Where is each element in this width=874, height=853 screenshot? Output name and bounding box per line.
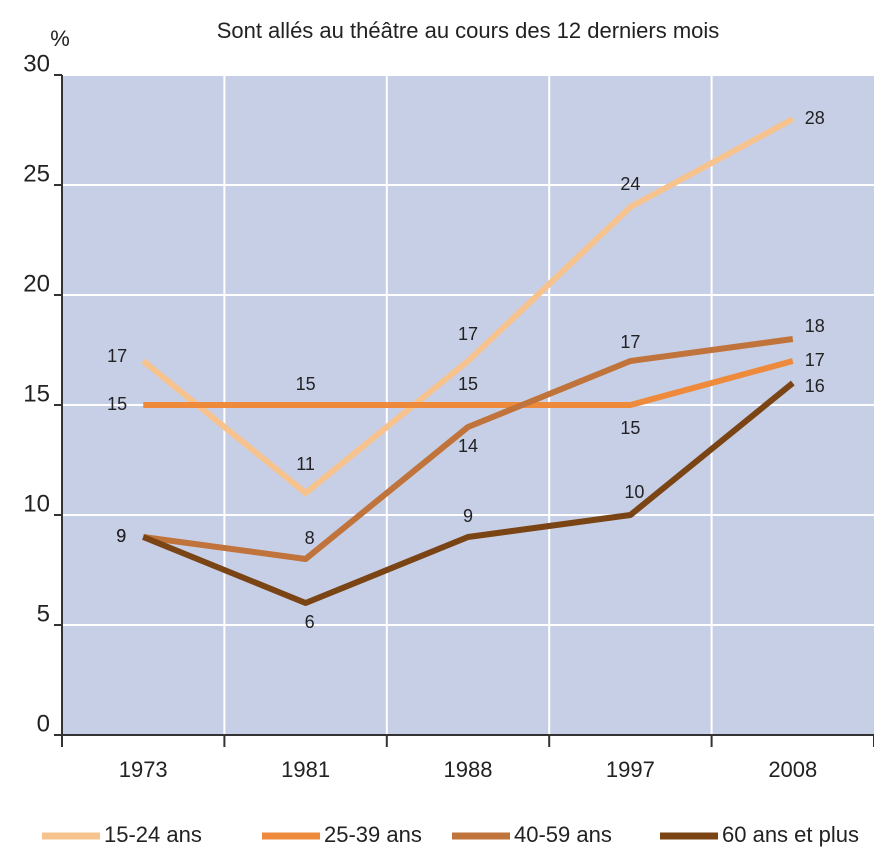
y-tick-label: 0 bbox=[37, 710, 50, 737]
data-label: 15 bbox=[296, 374, 316, 394]
data-label: 17 bbox=[620, 332, 640, 352]
x-tick-label: 2008 bbox=[768, 757, 817, 782]
x-tick-label: 1997 bbox=[606, 757, 655, 782]
data-label: 8 bbox=[305, 528, 315, 548]
data-label: 15 bbox=[107, 394, 127, 414]
data-label: 6 bbox=[305, 612, 315, 632]
y-axis-label: % bbox=[50, 26, 70, 51]
chart-title: Sont allés au théâtre au cours des 12 de… bbox=[217, 18, 720, 43]
legend-label: 40-59 ans bbox=[514, 822, 612, 847]
y-tick-label: 30 bbox=[23, 50, 50, 77]
series-line bbox=[143, 358, 794, 408]
y-tick-label: 25 bbox=[23, 160, 50, 187]
legend-label: 25-39 ans bbox=[324, 822, 422, 847]
data-label: 10 bbox=[624, 482, 644, 502]
x-tick-label: 1973 bbox=[119, 757, 168, 782]
data-label: 18 bbox=[805, 316, 825, 336]
x-tick-label: 1981 bbox=[281, 757, 330, 782]
y-tick-label: 15 bbox=[23, 380, 50, 407]
data-label: 15 bbox=[620, 418, 640, 438]
data-label: 9 bbox=[463, 506, 473, 526]
data-label: 9 bbox=[116, 526, 126, 546]
y-tick-label: 20 bbox=[23, 270, 50, 297]
series-line bbox=[141, 116, 795, 496]
data-label: 28 bbox=[805, 108, 825, 128]
y-tick-label: 5 bbox=[37, 600, 50, 627]
data-label: 11 bbox=[296, 454, 315, 474]
data-label: 17 bbox=[458, 324, 478, 344]
data-label: 17 bbox=[805, 350, 825, 370]
x-tick-label: 1988 bbox=[444, 757, 493, 782]
series-line bbox=[142, 380, 795, 606]
data-label: 17 bbox=[107, 346, 127, 366]
data-label: 9 bbox=[116, 526, 126, 546]
y-tick-label: 10 bbox=[23, 490, 50, 517]
legend-label: 15-24 ans bbox=[104, 822, 202, 847]
legend-label: 60 ans et plus bbox=[722, 822, 859, 847]
data-label: 14 bbox=[458, 436, 478, 456]
series-line bbox=[142, 336, 794, 562]
data-label: 15 bbox=[458, 374, 478, 394]
data-label: 16 bbox=[805, 376, 825, 396]
data-label: 24 bbox=[620, 174, 640, 194]
